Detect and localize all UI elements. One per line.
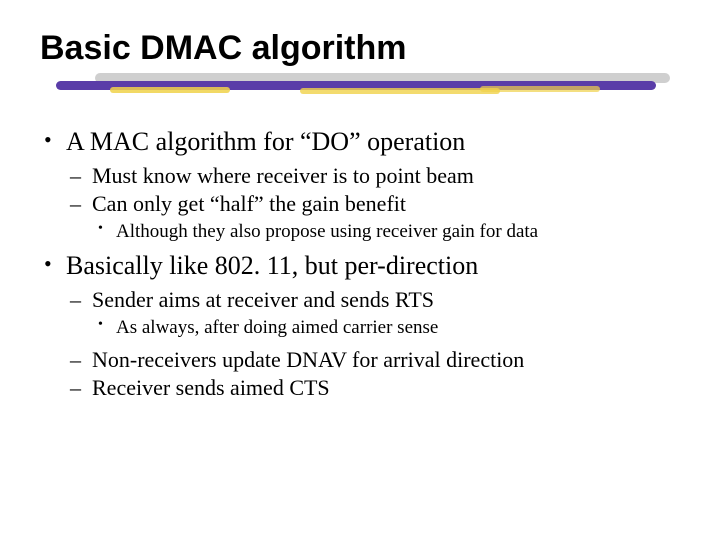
list-item: Although they also propose using receive… bbox=[92, 221, 680, 243]
bullet-text: Although they also propose using receive… bbox=[116, 221, 538, 242]
list-item: Can only get “half” the gain benefit Alt… bbox=[66, 191, 680, 243]
underline-overlay bbox=[110, 87, 230, 93]
list-item: Basically like 802. 11, but per-directio… bbox=[40, 251, 680, 401]
list-item: Sender aims at receiver and sends RTS As… bbox=[66, 287, 680, 339]
bullet-list-lvl3: As always, after doing aimed carrier sen… bbox=[92, 317, 680, 339]
underline-overlay bbox=[300, 88, 500, 94]
bullet-text: Must know where receiver is to point bea… bbox=[92, 163, 474, 188]
bullet-list-lvl2: Must know where receiver is to point bea… bbox=[66, 163, 680, 243]
list-item: As always, after doing aimed carrier sen… bbox=[92, 317, 680, 339]
slide-body: A MAC algorithm for “DO” operation Must … bbox=[40, 127, 680, 401]
bullet-text: Basically like 802. 11, but per-directio… bbox=[66, 251, 478, 280]
list-item: Non-receivers update DNAV for arrival di… bbox=[66, 347, 680, 373]
underline-overlay bbox=[480, 86, 600, 92]
slide: Basic DMAC algorithm A MAC algorithm for… bbox=[0, 0, 720, 540]
bullet-list-lvl1: A MAC algorithm for “DO” operation Must … bbox=[40, 127, 680, 401]
bullet-list-lvl2: Sender aims at receiver and sends RTS As… bbox=[66, 287, 680, 401]
bullet-list-lvl3: Although they also propose using receive… bbox=[92, 221, 680, 243]
list-item: A MAC algorithm for “DO” operation Must … bbox=[40, 127, 680, 243]
bullet-text: Sender aims at receiver and sends RTS bbox=[92, 287, 434, 312]
bullet-text: Receiver sends aimed CTS bbox=[92, 375, 330, 400]
list-item: Receiver sends aimed CTS bbox=[66, 375, 680, 401]
bullet-text: A MAC algorithm for “DO” operation bbox=[66, 127, 465, 156]
bullet-text: Non-receivers update DNAV for arrival di… bbox=[92, 347, 524, 372]
bullet-text: As always, after doing aimed carrier sen… bbox=[116, 317, 438, 338]
title-underline bbox=[40, 73, 680, 103]
bullet-text: Can only get “half” the gain benefit bbox=[92, 191, 406, 216]
list-item: Must know where receiver is to point bea… bbox=[66, 163, 680, 189]
slide-title: Basic DMAC algorithm bbox=[40, 30, 680, 67]
